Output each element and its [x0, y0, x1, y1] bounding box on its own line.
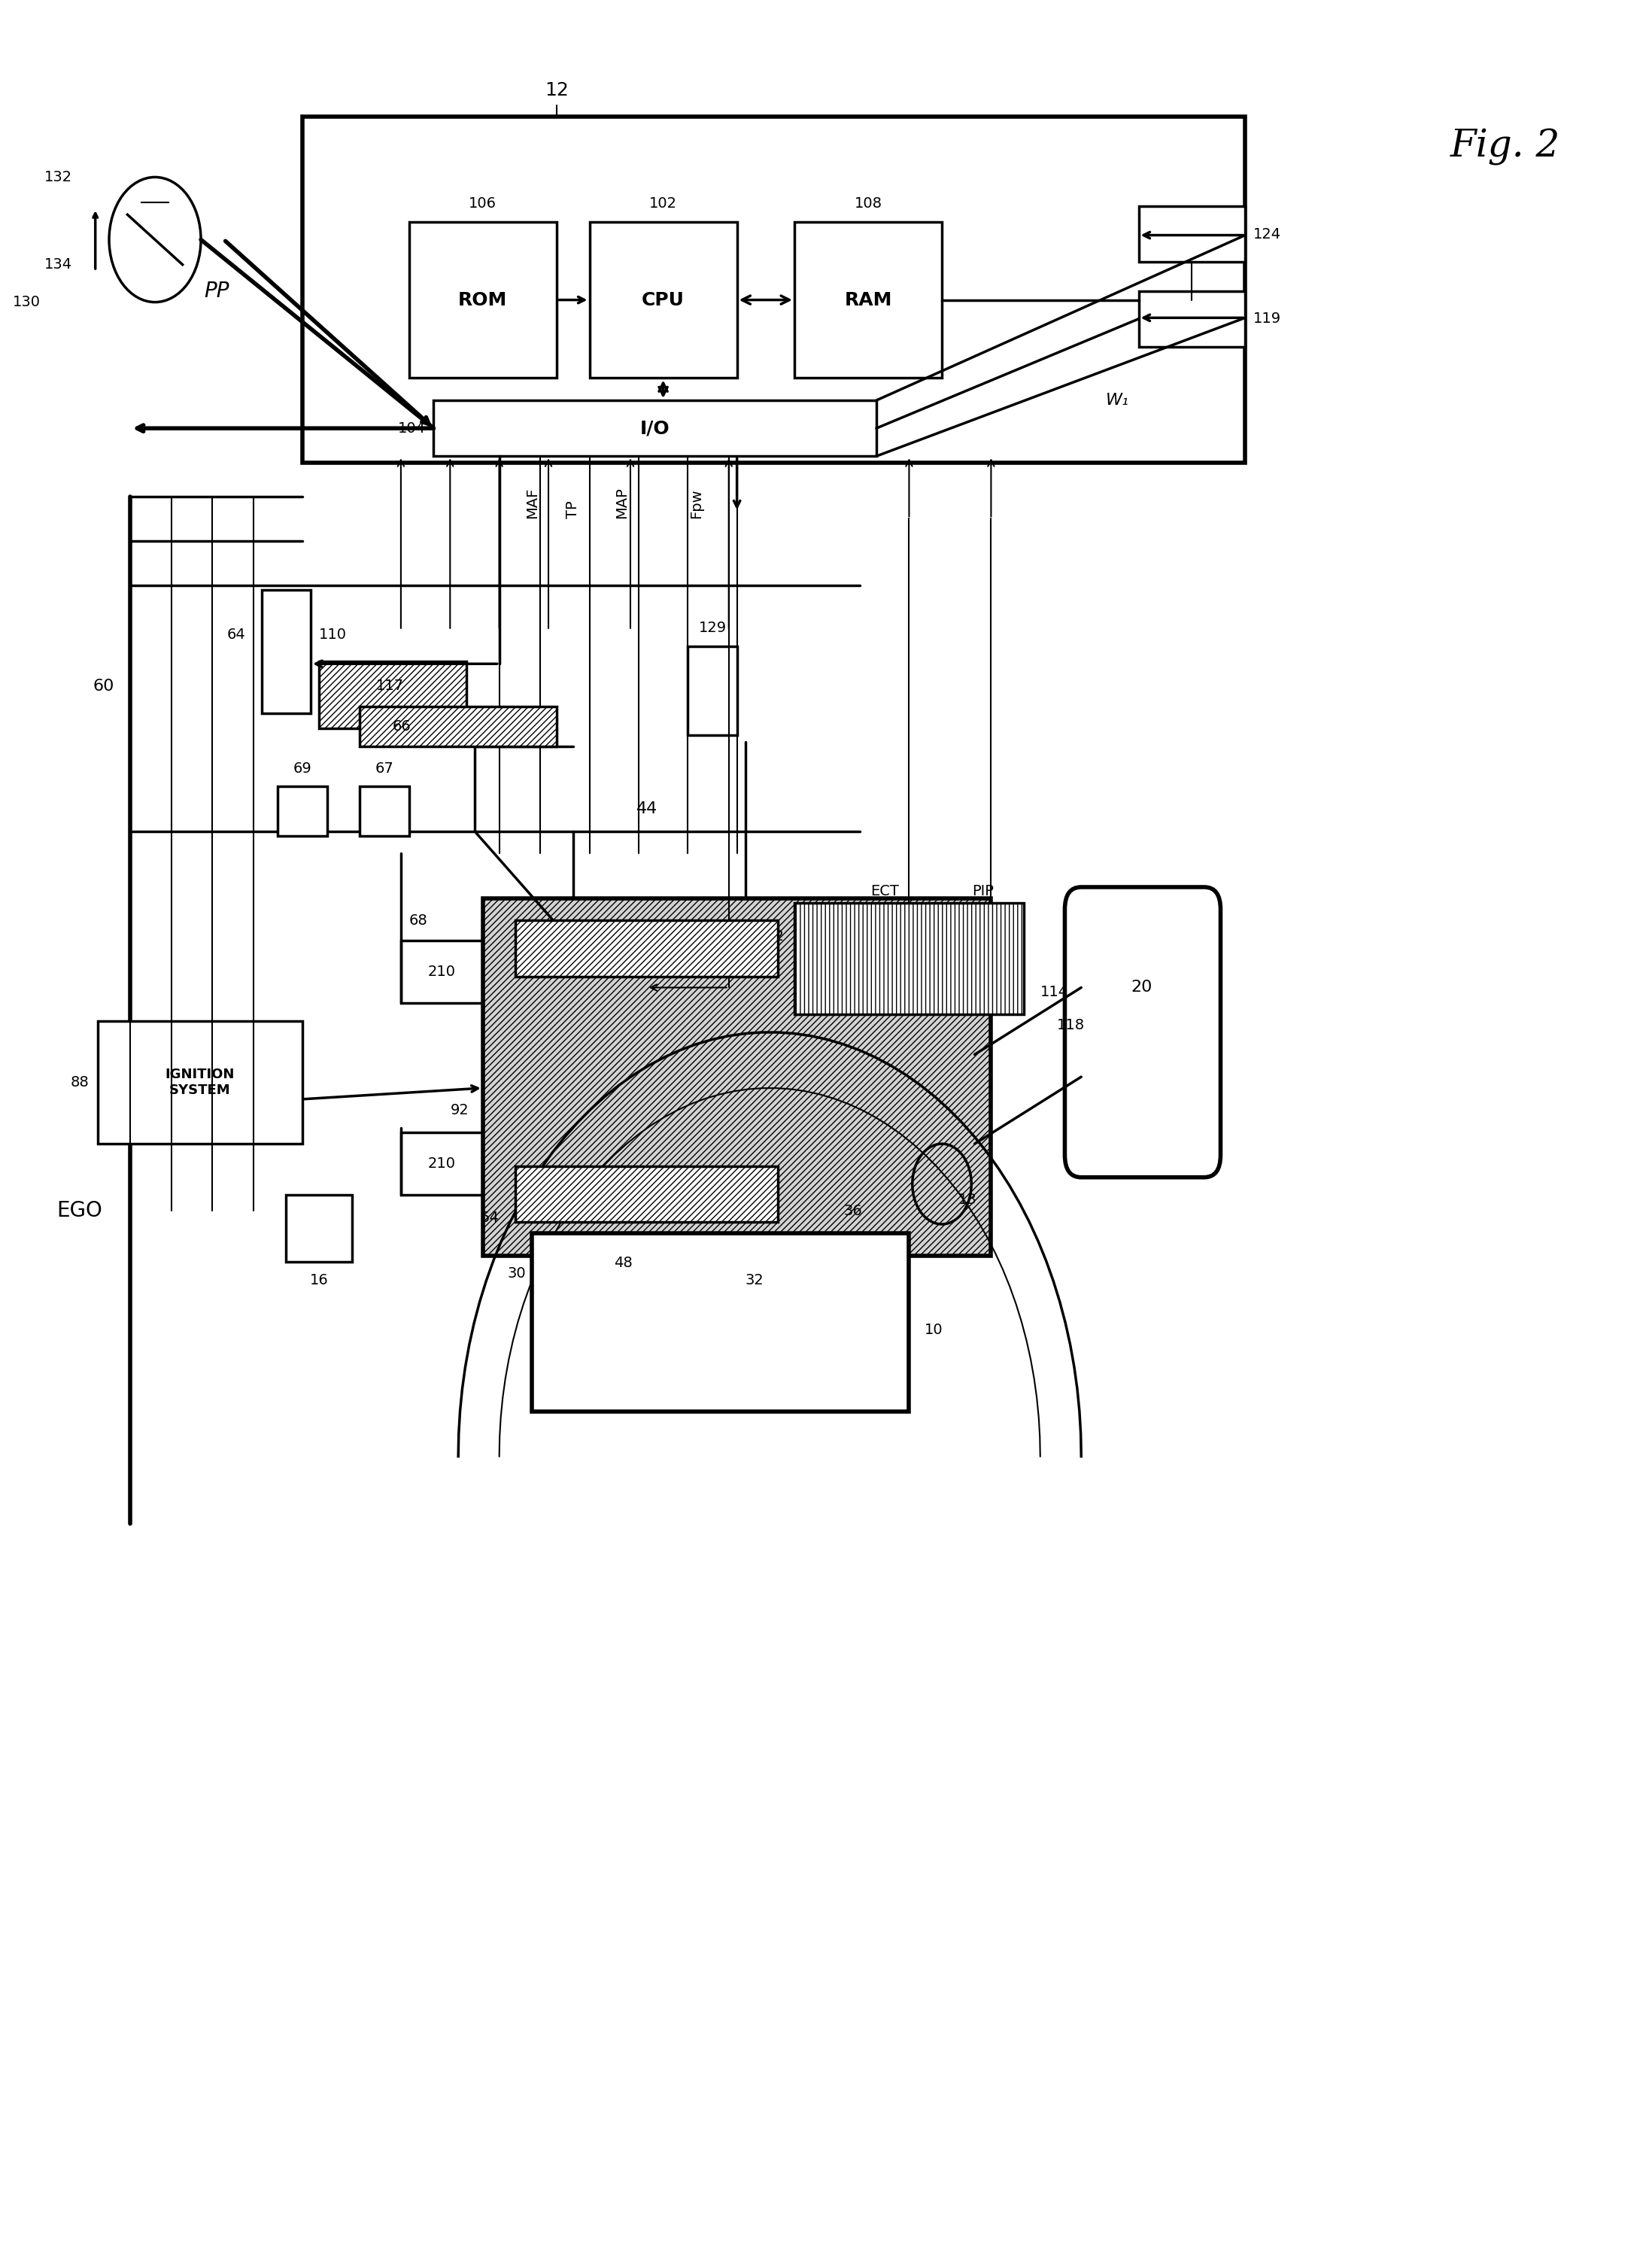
- Text: 69: 69: [292, 760, 312, 776]
- Text: 16: 16: [309, 1274, 329, 1287]
- Text: 104: 104: [398, 422, 426, 435]
- Bar: [795, 222, 942, 379]
- Text: 102: 102: [649, 197, 677, 211]
- Text: 36: 36: [844, 1204, 862, 1218]
- Text: ECT: ECT: [871, 884, 899, 897]
- Text: 110: 110: [319, 628, 347, 641]
- Bar: [286, 1196, 352, 1263]
- Bar: [532, 1234, 909, 1411]
- Text: ROM: ROM: [458, 292, 507, 310]
- Text: 118: 118: [1057, 1018, 1085, 1032]
- Text: I/O: I/O: [639, 419, 671, 437]
- FancyBboxPatch shape: [1066, 886, 1221, 1178]
- Text: 32: 32: [745, 1274, 763, 1287]
- Bar: [687, 646, 737, 736]
- Text: 10: 10: [925, 1323, 943, 1337]
- Bar: [278, 787, 327, 837]
- Text: 124: 124: [1254, 227, 1282, 242]
- Text: IGNITION
SYSTEM: IGNITION SYSTEM: [165, 1068, 235, 1097]
- Text: Fig. 2: Fig. 2: [1450, 128, 1559, 166]
- Text: 20: 20: [1132, 980, 1153, 996]
- Bar: [401, 940, 482, 1003]
- Text: Fpw: Fpw: [689, 489, 704, 518]
- Text: 92: 92: [449, 1104, 469, 1117]
- Bar: [590, 222, 737, 379]
- Bar: [401, 1133, 482, 1196]
- Text: 44: 44: [636, 801, 657, 816]
- Text: 52: 52: [615, 929, 633, 944]
- Text: 108: 108: [854, 197, 882, 211]
- Text: W₁: W₁: [1105, 393, 1128, 408]
- Text: 13: 13: [958, 1193, 976, 1207]
- Bar: [261, 590, 311, 713]
- Bar: [360, 707, 557, 747]
- Text: 112: 112: [757, 929, 785, 944]
- Bar: [97, 1021, 302, 1144]
- Bar: [482, 897, 991, 1256]
- Text: 130: 130: [13, 296, 40, 310]
- Bar: [515, 1166, 778, 1222]
- Text: PIP: PIP: [971, 884, 995, 897]
- Bar: [795, 902, 1024, 1014]
- Text: 119: 119: [1254, 312, 1282, 325]
- Text: PP: PP: [205, 280, 230, 301]
- Text: MAP: MAP: [615, 487, 629, 518]
- Text: 48: 48: [615, 1256, 633, 1270]
- Bar: [360, 787, 410, 837]
- Text: 132: 132: [45, 170, 73, 184]
- Text: 114: 114: [1041, 985, 1069, 998]
- Text: 129: 129: [699, 621, 727, 635]
- Text: EGO: EGO: [56, 1200, 102, 1222]
- Text: 88: 88: [71, 1074, 89, 1090]
- Text: 134: 134: [45, 258, 73, 271]
- Text: 60: 60: [93, 680, 114, 693]
- Text: 68: 68: [410, 913, 428, 929]
- Text: 12: 12: [545, 81, 568, 99]
- Bar: [1138, 292, 1246, 348]
- Text: 64: 64: [226, 628, 244, 641]
- Text: 66: 66: [393, 720, 411, 733]
- Bar: [302, 117, 1246, 462]
- Text: 106: 106: [469, 197, 497, 211]
- Bar: [319, 662, 466, 729]
- Text: 210: 210: [428, 1157, 456, 1171]
- Bar: [410, 222, 557, 379]
- Bar: [515, 920, 778, 976]
- Bar: [434, 401, 876, 455]
- Text: 117: 117: [377, 680, 405, 693]
- Text: 210: 210: [428, 964, 456, 978]
- Text: MAF: MAF: [525, 487, 539, 518]
- Text: 67: 67: [375, 760, 393, 776]
- Text: TP: TP: [567, 500, 580, 518]
- Text: 54: 54: [481, 1211, 499, 1225]
- Text: CPU: CPU: [641, 292, 684, 310]
- Bar: [1138, 206, 1246, 262]
- Text: 30: 30: [507, 1267, 525, 1281]
- Text: RAM: RAM: [844, 292, 892, 310]
